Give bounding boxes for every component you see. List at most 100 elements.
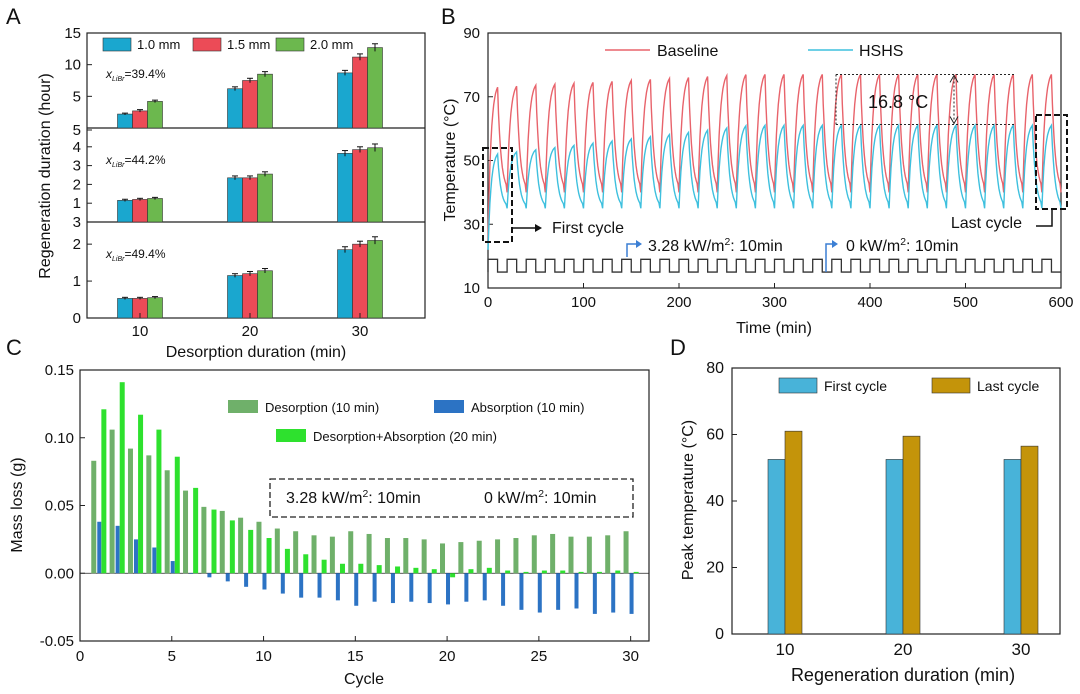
chart-a-fraction-label: xLiBr=39.4% — [105, 67, 166, 83]
chart-c-bar-total — [119, 382, 125, 574]
chart-b-ylabel: Temperature (°C) — [442, 99, 459, 222]
chart-c-legend-swatch-desorption — [228, 400, 258, 413]
chart-d-ytick-label: 20 — [706, 560, 724, 577]
chart-a-bar — [242, 273, 258, 319]
chart-c-bar-total — [156, 429, 162, 574]
chart-c-legend-label-desorption: Desorption (10 min) — [265, 400, 379, 415]
chart-c-bar-absorption — [225, 573, 230, 582]
chart-a-bar — [337, 249, 353, 319]
chart-c-bar-absorption — [97, 521, 102, 574]
chart-d-bar-last — [1020, 445, 1039, 635]
chart-d-legend-swatch-last — [931, 377, 971, 394]
chart-c-bar-desorption — [164, 470, 170, 574]
chart-d-legend-label-first: First cycle — [824, 378, 887, 394]
chart-b-last-cycle-arrow — [1036, 209, 1053, 227]
chart-c-bar-total — [486, 567, 492, 574]
chart-c-bar-absorption — [427, 573, 432, 604]
chart-b-off-arrow — [825, 243, 836, 272]
chart-a-ytick-label: 2 — [73, 236, 81, 253]
chart-b-last-cycle-label: Last cycle — [951, 215, 1022, 232]
chart-b-on-label: 3.28 kW/m2: 10min — [648, 237, 783, 255]
chart-c-bar-absorption — [409, 573, 414, 602]
chart-c-bar-desorption — [91, 460, 97, 574]
chart-a-ytick-label: 1 — [73, 273, 81, 290]
chart-a-bar — [147, 101, 163, 129]
chart-c-bar-total — [358, 563, 364, 574]
chart-b-first-cycle-box — [482, 147, 513, 243]
chart-c-bar-total — [321, 559, 327, 574]
chart-c-bar-absorption — [299, 573, 304, 598]
chart-c-bar-desorption — [458, 542, 464, 574]
chart-a-bar — [227, 275, 243, 319]
chart-b-legend-label-baseline: Baseline — [657, 43, 718, 60]
chart-a-legend-swatch — [275, 37, 305, 52]
chart-b-xtick-label: 500 — [953, 294, 978, 311]
chart-c-bar-desorption — [476, 540, 482, 574]
chart-c-bar-desorption — [201, 506, 207, 574]
chart-c-bar-desorption — [531, 535, 537, 574]
chart-c-bar-desorption — [329, 536, 335, 574]
chart-c-bar-desorption — [421, 539, 427, 574]
chart-c-legend-label-total: Desorption+Absorption (20 min) — [313, 429, 497, 444]
chart-c-bar-total — [339, 563, 345, 574]
chart-b-heatflux-wave — [487, 258, 1061, 273]
chart-c-bar-total — [284, 548, 290, 574]
chart-c-bar-total — [248, 529, 254, 574]
chart-b-xtick-label: 0 — [484, 294, 492, 311]
chart-c-bar-total — [138, 414, 144, 574]
chart-a-ytick-label: 5 — [73, 122, 81, 139]
chart-c-bar-absorption — [519, 573, 524, 610]
chart-a-bar — [227, 177, 243, 223]
chart-c-xtick-label: 5 — [168, 648, 176, 665]
chart-c-bar-absorption — [152, 547, 157, 574]
panel-label-d: D — [670, 335, 686, 360]
chart-c-xtick-label: 20 — [439, 648, 456, 665]
chart-b: 0 100 200 300 400 500 600 10 30 50 70 90 Baseline HSH… — [442, 25, 1074, 337]
chart-c-xtick-label: 30 — [622, 648, 639, 665]
chart-c-ytick-label: -0.05 — [40, 633, 74, 650]
chart-d-bar-last — [902, 435, 921, 635]
chart-c-bar-absorption — [207, 573, 212, 578]
chart-c-bar-total — [633, 571, 639, 574]
chart-d-ytick-label: 60 — [706, 427, 724, 444]
chart-c-xlabel: Cycle — [344, 671, 384, 688]
chart-c-bar-desorption — [127, 448, 133, 574]
chart-b-annot-arrowhead-down — [949, 116, 959, 125]
chart-c-xtick-label: 10 — [255, 648, 272, 665]
chart-d-ytick-label: 80 — [706, 360, 724, 377]
chart-a-bar — [367, 47, 383, 129]
chart-c-bar-total — [450, 573, 456, 578]
chart-d-bar-first — [1003, 459, 1022, 635]
chart-b-line-hshs — [487, 123, 1062, 250]
chart-c-ytick-label: 0.05 — [45, 498, 74, 515]
chart-a-ytick-label: 5 — [73, 88, 81, 105]
chart-a-legend-label: 2.0 mm — [310, 37, 353, 52]
chart-a-bar — [352, 149, 368, 223]
chart-c-bar-total — [560, 570, 566, 574]
chart-a-bar — [367, 240, 383, 319]
chart-c-info-heat-label: 3.28 kW/m2: 10min — [286, 489, 421, 507]
chart-a-bar — [337, 72, 353, 129]
chart-c-bar-total — [523, 571, 529, 574]
chart-c-bar-total — [596, 571, 602, 574]
chart-c-bar-absorption — [115, 525, 120, 574]
chart-a-fraction-label: xLiBr=44.2% — [105, 153, 166, 169]
chart-a-bar — [257, 270, 273, 319]
chart-c-bar-desorption — [440, 543, 446, 574]
chart-c-bar-absorption — [170, 561, 175, 574]
chart-c-bar-absorption — [317, 573, 322, 598]
chart-a-legend-label: 1.5 mm — [227, 37, 270, 52]
chart-c-bar-absorption — [372, 573, 377, 602]
chart-a-xtick-label: 20 — [242, 323, 259, 340]
chart-c-bar-absorption — [446, 573, 451, 605]
chart-c-legend-swatch-absorption — [434, 400, 464, 413]
chart-a-ytick-label: 2 — [73, 176, 81, 193]
chart-a-xtick-label: 30 — [352, 323, 369, 340]
chart-a-ytick-label: 4 — [73, 139, 81, 156]
chart-c-bar-total — [229, 520, 235, 574]
chart-c-bar-desorption — [109, 429, 115, 574]
chart-b-annot-arrowhead-up — [949, 74, 959, 83]
chart-c-info-off-label: 0 kW/m2: 10min — [484, 489, 596, 507]
chart-a-ylabel: Regeneration duration (hour) — [37, 73, 54, 278]
chart-c-bar-desorption — [183, 490, 189, 574]
